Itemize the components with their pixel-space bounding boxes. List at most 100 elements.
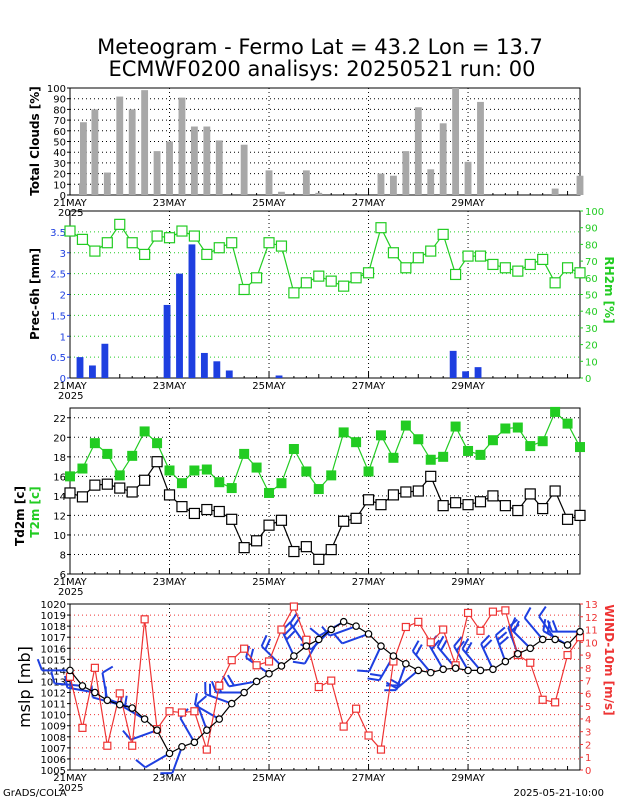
td2m-point bbox=[126, 486, 138, 498]
wind-speed-point bbox=[364, 731, 373, 740]
y-right-axis-label: RH2m [%] bbox=[602, 256, 616, 323]
y-tick-label: 1015 bbox=[41, 655, 66, 666]
td2m-point bbox=[338, 515, 350, 527]
wind-barb-flag bbox=[194, 693, 198, 706]
cloud-bar bbox=[178, 97, 186, 195]
t2m-point bbox=[338, 427, 349, 438]
footer-right: 2025-05-21-10:00 bbox=[513, 788, 604, 799]
x-tick-label: 27MAY bbox=[352, 577, 386, 588]
y-tick-label: 14 bbox=[53, 492, 66, 503]
y-axis-label: Total Clouds [%] bbox=[28, 86, 42, 196]
wind-barb bbox=[179, 717, 196, 743]
wind-speed-point bbox=[327, 676, 336, 685]
wind-barb-flag bbox=[509, 617, 517, 629]
td2m-point bbox=[512, 504, 524, 517]
y-tick-label: 90 bbox=[53, 95, 66, 106]
t2m-point bbox=[89, 438, 100, 449]
t2m-point bbox=[375, 430, 386, 441]
td2m-point bbox=[89, 479, 101, 491]
y-tick-label: 1019 bbox=[41, 611, 66, 622]
wind-barb-flag bbox=[498, 636, 509, 646]
t2m-point bbox=[65, 471, 75, 482]
td2m-point bbox=[201, 503, 213, 516]
rh-point bbox=[574, 267, 586, 279]
cloud-bar bbox=[402, 151, 410, 195]
wind-speed-point bbox=[215, 681, 224, 690]
wind-barb-flag bbox=[135, 759, 146, 769]
x-tick-label: 23MAY bbox=[153, 198, 187, 209]
mslp-point bbox=[290, 652, 298, 660]
td2m-point bbox=[188, 507, 200, 520]
y-tick-label: 1013 bbox=[41, 677, 66, 688]
y-right-tick-label: 0 bbox=[585, 374, 591, 385]
rh-point bbox=[474, 250, 487, 262]
x-tick-label: 25MAY bbox=[252, 773, 286, 784]
wind-speed-point bbox=[240, 644, 249, 653]
mslp-point bbox=[489, 665, 497, 674]
mslp-point bbox=[339, 617, 348, 626]
mslp-point bbox=[277, 662, 286, 670]
rh-point bbox=[487, 258, 499, 271]
mslp-point bbox=[215, 715, 224, 723]
y-right-tick-label: 20 bbox=[585, 341, 598, 352]
wind-barb-flag bbox=[436, 635, 445, 648]
rh-point bbox=[338, 280, 350, 292]
wind-barb-flag bbox=[357, 669, 370, 673]
td2m-point bbox=[114, 482, 126, 494]
t2m-point bbox=[313, 484, 324, 495]
td2m-point bbox=[350, 512, 362, 524]
mslp-point bbox=[414, 666, 423, 675]
wind-barb-flag bbox=[249, 648, 255, 661]
precip-bar bbox=[200, 352, 208, 378]
wind-barb-flag bbox=[333, 633, 343, 645]
wind-speed-point bbox=[376, 745, 386, 754]
mslp-point bbox=[526, 644, 535, 653]
rh-point bbox=[524, 258, 536, 271]
x-year-label: 2025 bbox=[58, 587, 83, 598]
mslp-point bbox=[563, 641, 572, 649]
mslp-point bbox=[352, 622, 360, 630]
cloud-bar bbox=[103, 172, 111, 195]
td2m-point bbox=[300, 541, 312, 553]
wind-speed-point bbox=[401, 622, 410, 632]
y-axis-label: mslp [mb] bbox=[15, 646, 34, 728]
wind-barb-flag bbox=[36, 658, 43, 671]
precip-bar bbox=[188, 244, 196, 378]
x-tick-label: 21MAY bbox=[53, 381, 87, 392]
rh-point bbox=[64, 225, 76, 237]
y-tick-label: 60 bbox=[53, 127, 66, 138]
plot-frame bbox=[69, 603, 581, 771]
t2m-point bbox=[201, 464, 212, 475]
rh-point bbox=[275, 240, 288, 252]
td2m-point bbox=[450, 497, 462, 509]
x-tick-label: 23MAY bbox=[153, 381, 187, 392]
y-right-tick-label: 6 bbox=[585, 689, 591, 700]
x-tick-label: 25MAY bbox=[252, 198, 286, 209]
rh-point bbox=[425, 245, 437, 257]
wind-speed-point bbox=[463, 608, 473, 618]
td2m-point bbox=[213, 505, 225, 518]
wind-barb-flag bbox=[495, 626, 506, 636]
precip-bar bbox=[89, 365, 96, 378]
x-tick-label: 21MAY bbox=[53, 577, 87, 588]
y-tick-label: 40 bbox=[53, 148, 66, 159]
temperature-panel: 6 8 10 12 14 16 18 20 22 21MAY 23MAY 25MAY 27MAY 29MA… bbox=[13, 406, 586, 598]
t2m-point bbox=[575, 442, 585, 453]
y-tick-label: 1 bbox=[60, 332, 66, 343]
wind-speed-point bbox=[538, 695, 547, 704]
cloud-bar bbox=[315, 192, 323, 195]
td2m-point bbox=[537, 502, 549, 515]
footer-left: GrADS/COLA bbox=[3, 788, 67, 799]
y-right-tick-label: 13 bbox=[585, 600, 598, 611]
td2m-point bbox=[574, 509, 586, 522]
x-tick-label: 27MAY bbox=[352, 773, 386, 784]
y-tick-label: 10 bbox=[53, 531, 66, 542]
mslp-point bbox=[203, 726, 211, 734]
y-right-axis-label: WIND-10m [m/s] bbox=[602, 604, 616, 715]
mslp-point bbox=[103, 696, 112, 705]
cloud-bar bbox=[141, 90, 149, 195]
wind-speed-point bbox=[563, 650, 572, 660]
wind-speed-point bbox=[227, 656, 236, 665]
cloud-bar bbox=[302, 170, 310, 195]
precip-bar bbox=[275, 375, 283, 378]
